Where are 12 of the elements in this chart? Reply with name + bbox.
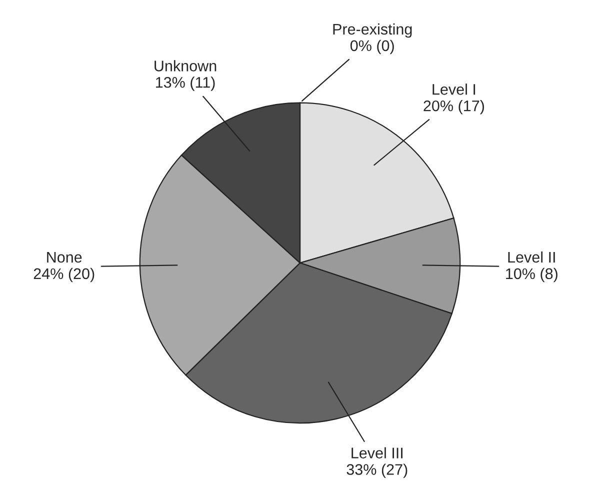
data-label: 13% (11) <box>156 76 215 91</box>
data-label: 10% (8) <box>506 268 558 282</box>
slice-label: Level I <box>432 84 476 95</box>
data-label: 33% (27) <box>346 464 408 478</box>
slice-label: Level III <box>352 447 402 458</box>
data-label: 24% (20) <box>34 268 94 282</box>
slice-label: Level II <box>508 251 555 263</box>
slice-label: None <box>47 252 82 263</box>
slice-label: Unknown <box>154 60 216 72</box>
category-label: Pre-existing <box>333 23 412 38</box>
text: 0% (0) <box>350 40 394 54</box>
data-label: 20% (17) <box>424 100 484 114</box>
